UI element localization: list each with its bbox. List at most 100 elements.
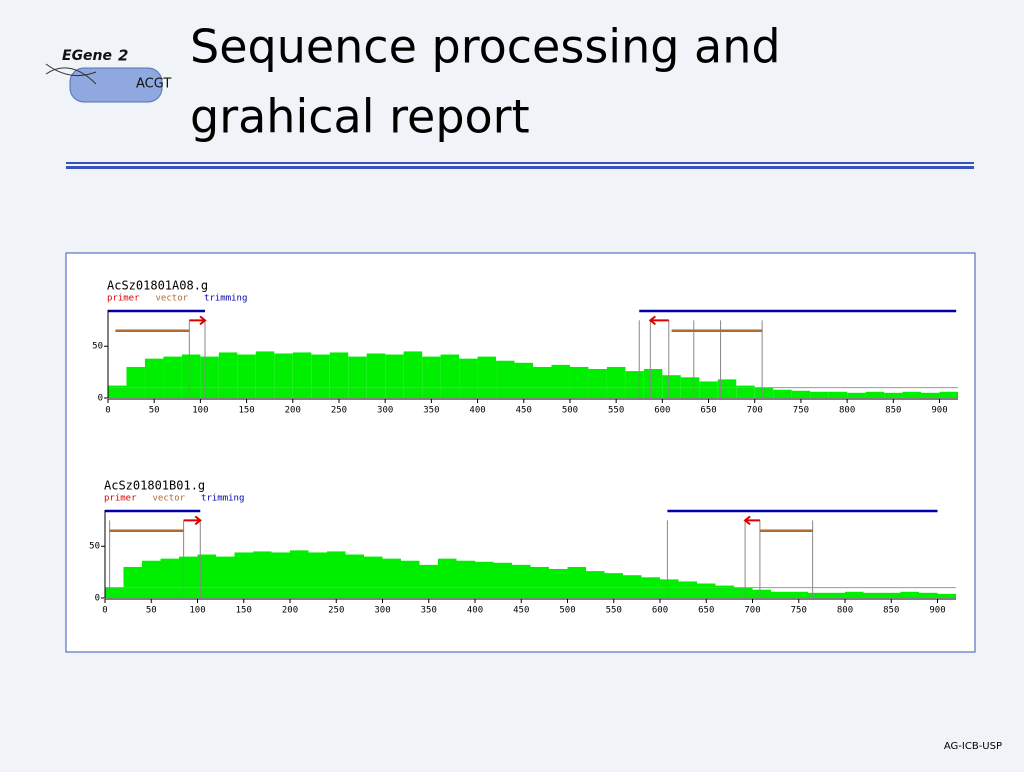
divider bbox=[66, 166, 974, 169]
x-tick-label: 850 bbox=[883, 606, 899, 616]
y-tick-label: 50 bbox=[92, 342, 103, 352]
bar bbox=[533, 366, 552, 398]
x-tick-label: 800 bbox=[837, 606, 853, 616]
x-tick-label: 900 bbox=[929, 606, 945, 616]
bar bbox=[734, 587, 753, 598]
bar bbox=[919, 592, 938, 598]
bar bbox=[144, 358, 164, 398]
logo-name: EGene bbox=[62, 48, 112, 64]
x-tick-label: 200 bbox=[282, 606, 298, 616]
slide-title: Sequence processing and bbox=[190, 20, 781, 74]
x-tick-label: 500 bbox=[562, 406, 578, 416]
bar bbox=[606, 366, 626, 398]
x-tick-label: 400 bbox=[467, 606, 483, 616]
bar bbox=[274, 353, 293, 398]
primer-arrow bbox=[743, 515, 760, 526]
x-tick-label: 50 bbox=[146, 606, 157, 616]
bar bbox=[902, 391, 922, 398]
bar bbox=[329, 352, 349, 398]
x-tick-label: 650 bbox=[700, 406, 716, 416]
bar bbox=[181, 354, 201, 398]
bar bbox=[588, 369, 607, 398]
bar bbox=[551, 364, 570, 398]
bar bbox=[808, 592, 827, 598]
bar bbox=[163, 356, 182, 398]
logo-sequence: ACGT bbox=[136, 77, 171, 92]
x-tick-label: 650 bbox=[698, 606, 714, 616]
x-tick-label: 250 bbox=[331, 406, 347, 416]
x-tick-label: 550 bbox=[606, 606, 622, 616]
bar bbox=[364, 556, 383, 598]
bar bbox=[623, 575, 642, 598]
bar bbox=[253, 551, 272, 598]
x-tick-label: 100 bbox=[192, 406, 208, 416]
x-tick-label: 850 bbox=[885, 406, 901, 416]
bar bbox=[530, 566, 549, 598]
bar bbox=[567, 566, 586, 598]
bar bbox=[160, 558, 179, 598]
bar bbox=[810, 391, 829, 398]
primer-arrow bbox=[183, 515, 202, 526]
bar bbox=[569, 366, 589, 398]
x-tick-label: 700 bbox=[744, 606, 760, 616]
x-tick-label: 600 bbox=[654, 406, 670, 416]
bar bbox=[292, 352, 312, 398]
bar bbox=[438, 558, 457, 598]
x-tick-label: 750 bbox=[791, 606, 807, 616]
bar bbox=[625, 371, 644, 398]
x-tick-label: 800 bbox=[839, 406, 855, 416]
y-tick-label: 0 bbox=[95, 594, 100, 604]
y-tick-label: 50 bbox=[89, 542, 100, 552]
x-tick-label: 150 bbox=[236, 606, 252, 616]
logo-shape bbox=[69, 67, 163, 103]
bar bbox=[771, 591, 790, 598]
y-tick-label: 0 bbox=[98, 394, 103, 404]
bar bbox=[697, 583, 716, 598]
bar bbox=[123, 566, 142, 598]
bar bbox=[939, 391, 958, 398]
bar bbox=[736, 385, 755, 398]
chart-title: AcSz01801A08.g bbox=[107, 279, 208, 293]
bar bbox=[865, 391, 885, 398]
bar bbox=[604, 573, 623, 598]
bar bbox=[179, 556, 198, 598]
bar bbox=[237, 354, 256, 398]
legend-entry: trimming bbox=[204, 294, 247, 304]
bar bbox=[773, 389, 792, 398]
legend-entry: primer bbox=[104, 494, 137, 504]
bar bbox=[105, 587, 124, 598]
bar bbox=[197, 554, 216, 598]
bar bbox=[459, 358, 478, 398]
x-tick-label: 600 bbox=[652, 606, 668, 616]
legend-entry: vector bbox=[156, 294, 189, 304]
x-tick-label: 550 bbox=[608, 406, 624, 416]
bar bbox=[900, 591, 919, 598]
x-tick-label: 500 bbox=[559, 606, 575, 616]
x-tick-label: 450 bbox=[516, 406, 532, 416]
bar bbox=[419, 564, 438, 598]
chart-title: AcSz01801B01.g bbox=[104, 479, 205, 493]
bar bbox=[678, 581, 697, 598]
bar bbox=[366, 353, 386, 398]
logo-version: 2 bbox=[118, 47, 128, 65]
slide-title: grahical report bbox=[190, 90, 530, 144]
bar bbox=[290, 550, 309, 598]
x-tick-label: 750 bbox=[793, 406, 809, 416]
x-tick-label: 300 bbox=[377, 406, 393, 416]
x-tick-label: 100 bbox=[189, 606, 205, 616]
bar bbox=[126, 366, 145, 398]
bar bbox=[142, 560, 161, 598]
bar bbox=[475, 561, 494, 598]
bar bbox=[826, 592, 845, 598]
bar bbox=[660, 579, 679, 598]
x-tick-label: 200 bbox=[285, 406, 301, 416]
bar bbox=[514, 362, 533, 398]
bar bbox=[586, 571, 605, 598]
bar bbox=[921, 392, 940, 398]
bar bbox=[699, 381, 718, 398]
x-tick-label: 300 bbox=[374, 606, 390, 616]
bar bbox=[348, 356, 367, 398]
logo-helix bbox=[45, 63, 97, 85]
bar bbox=[456, 560, 475, 598]
